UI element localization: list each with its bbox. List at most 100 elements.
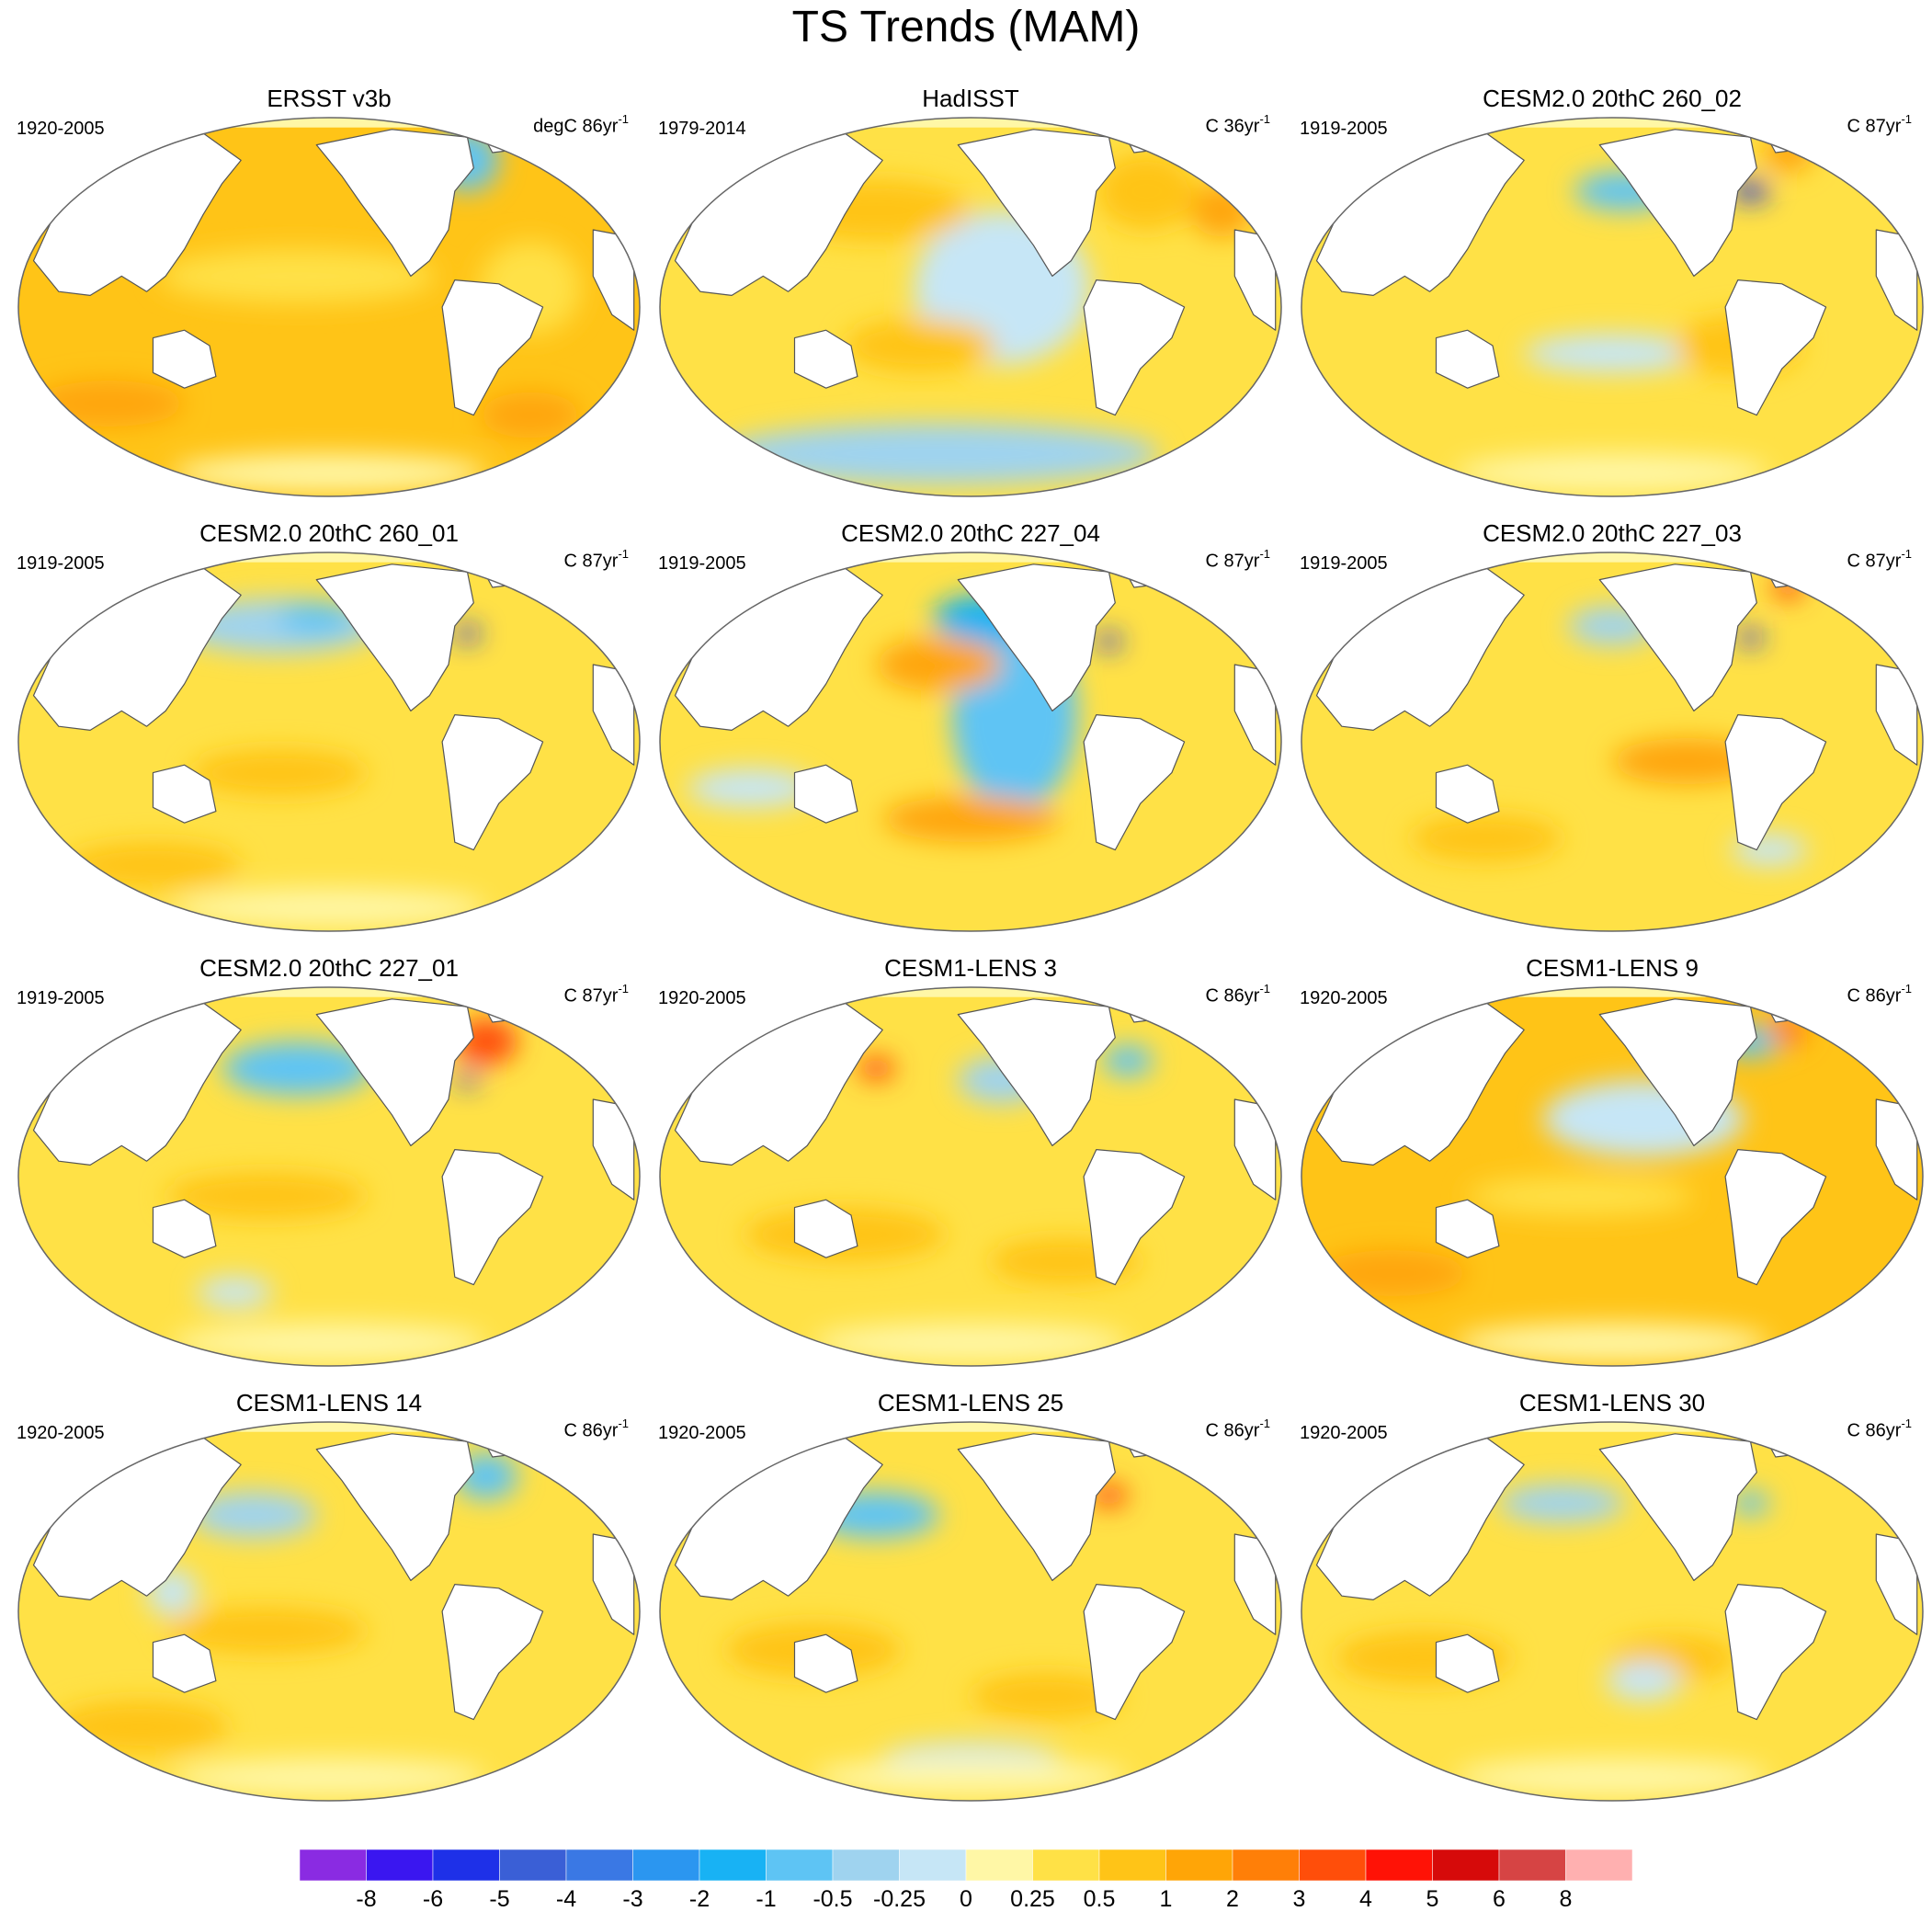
south-america-landmass <box>441 1149 544 1286</box>
world-map <box>1301 552 1924 932</box>
panel-units: C 86yr-1 <box>1206 1415 1270 1442</box>
colorbar-swatch <box>832 1849 900 1881</box>
australia-landmass <box>152 329 217 389</box>
north-america-landmass <box>1598 1433 1757 1581</box>
anomaly-patch <box>159 249 437 303</box>
anomaly-patch <box>1455 453 1769 493</box>
australia-landmass <box>152 764 217 824</box>
colorbar-swatch <box>699 1849 767 1881</box>
ocean-field <box>1301 118 1923 496</box>
south-america-landmass <box>1083 1584 1186 1721</box>
panel-units: C 87yr-1 <box>564 980 629 1007</box>
map-panel: CESM2.0 20thC 227_01 1919-2005 C 87yr-1 <box>7 954 651 1386</box>
colorbar-swatch <box>1565 1849 1632 1881</box>
map-outline <box>659 986 1282 1367</box>
south-america-landmass <box>1724 1584 1827 1721</box>
map-panel: CESM1-LENS 25 1920-2005 C 86yr-1 <box>649 1389 1292 1821</box>
panel-units-exponent: -1 <box>1259 547 1270 561</box>
colorbar-tick-label: -3 <box>622 1886 643 1912</box>
south-america-landmass <box>1083 714 1186 851</box>
map-panel: ERSST v3b 1920-2005 degC 86yr-1 <box>7 85 651 517</box>
panel-units-exponent: -1 <box>1901 547 1912 561</box>
panel-units: degC 86yr-1 <box>533 110 629 138</box>
map-panel: CESM2.0 20thC 260_01 1919-2005 C 87yr-1 <box>7 519 651 951</box>
australia-landmass <box>1435 1199 1500 1258</box>
map-panel: CESM1-LENS 3 1920-2005 C 86yr-1 <box>649 954 1292 1386</box>
panel-units-exponent: -1 <box>618 547 629 561</box>
panel-units-exponent: -1 <box>1901 982 1912 996</box>
panel-units-text: C 87yr <box>1847 116 1902 137</box>
arctic-band <box>1301 987 1923 997</box>
anomaly-patch <box>1096 153 1198 230</box>
colorbar-swatch <box>432 1849 500 1881</box>
world-map <box>17 552 641 932</box>
panel-years: 1920-2005 <box>658 1423 746 1443</box>
map-panel: CESM1-LENS 30 1920-2005 C 86yr-1 <box>1290 1389 1932 1821</box>
panel-title: CESM2.0 20thC 260_01 <box>199 519 459 547</box>
panel-units-text: C 36yr <box>1205 116 1260 137</box>
panel-units-exponent: -1 <box>1901 112 1912 126</box>
colorbar-tick-label: 6 <box>1493 1886 1506 1912</box>
panel-units: C 87yr-1 <box>564 545 629 573</box>
map-outline <box>659 552 1282 932</box>
panel-units-text: C 86yr <box>1205 985 1260 1007</box>
panel-units-exponent: -1 <box>1259 112 1270 126</box>
map-panel: CESM2.0 20thC 227_03 1919-2005 C 87yr-1 <box>1290 519 1932 951</box>
anomaly-patch <box>1316 1249 1468 1297</box>
arctic-band <box>1301 1422 1923 1432</box>
anomaly-patch <box>1096 633 1122 650</box>
colorbar-tick-label: -1 <box>756 1886 777 1912</box>
panel-units: C 36yr-1 <box>1206 110 1270 138</box>
colorbar-swatch <box>1299 1849 1367 1881</box>
north-america-landmass <box>957 563 1116 711</box>
colorbar-tick-label: 4 <box>1359 1886 1372 1912</box>
ocean-field <box>660 987 1281 1366</box>
anomaly-patch <box>172 453 486 493</box>
colorbar-tick-label: 0.5 <box>1083 1886 1116 1912</box>
south-america-landmass <box>441 1584 544 1721</box>
arctic-band <box>660 552 1281 563</box>
anomaly-patch <box>190 1491 317 1539</box>
colorbar-tick-label: 0 <box>960 1886 972 1912</box>
south-america-landmass <box>441 279 544 416</box>
panel-units-text: C 86yr <box>1847 985 1902 1007</box>
anomaly-patch <box>876 637 1003 692</box>
colorbar-swatch <box>300 1849 367 1881</box>
north-america-landmass <box>1598 129 1757 277</box>
colorbar-tick-label: 8 <box>1559 1886 1573 1912</box>
panel-years: 1979-2014 <box>658 119 746 139</box>
colorbar-swatch <box>1098 1849 1166 1881</box>
panel-title: CESM2.0 20thC 227_03 <box>1483 519 1742 547</box>
panel-units: C 86yr-1 <box>1847 980 1912 1007</box>
panel-years: 1920-2005 <box>658 988 746 1008</box>
map-panel: CESM1-LENS 14 1920-2005 C 86yr-1 <box>7 1389 651 1821</box>
anomaly-patch <box>1524 334 1700 373</box>
colorbar-tick-label: 3 <box>1292 1886 1306 1912</box>
panel-units-exponent: -1 <box>1901 1417 1912 1430</box>
australia-landmass <box>1435 1633 1500 1693</box>
anomaly-patch <box>1763 133 1813 172</box>
anomaly-patch <box>688 768 813 808</box>
arctic-band <box>18 118 640 128</box>
arctic-band <box>660 987 1281 997</box>
ocean-field <box>1301 987 1923 1366</box>
panel-units: C 87yr-1 <box>1847 545 1912 573</box>
panel-title: CESM1-LENS 9 <box>1526 954 1699 982</box>
north-america-landmass <box>957 1433 1116 1581</box>
anomaly-patch <box>172 888 486 927</box>
colorbar-tick-label: -0.5 <box>813 1886 853 1912</box>
colorbar-tick-label: -2 <box>688 1886 710 1912</box>
australia-landmass <box>793 329 858 389</box>
panel-years: 1920-2005 <box>17 119 105 139</box>
map-outline <box>17 552 641 932</box>
world-map <box>659 986 1282 1367</box>
panel-units-text: C 86yr <box>563 1420 619 1441</box>
panel-title: CESM2.0 20thC 227_04 <box>841 519 1100 547</box>
colorbar-tick-label: -6 <box>422 1886 444 1912</box>
figure-title: TS Trends (MAM) <box>791 3 1141 51</box>
map-panel: HadISST 1979-2014 C 36yr-1 <box>649 85 1292 517</box>
anomaly-patch <box>1498 1484 1625 1523</box>
panel-units-text: C 86yr <box>1847 1420 1902 1441</box>
colorbar-tick-label: -4 <box>555 1886 577 1912</box>
panel-units: C 86yr-1 <box>564 1415 629 1442</box>
